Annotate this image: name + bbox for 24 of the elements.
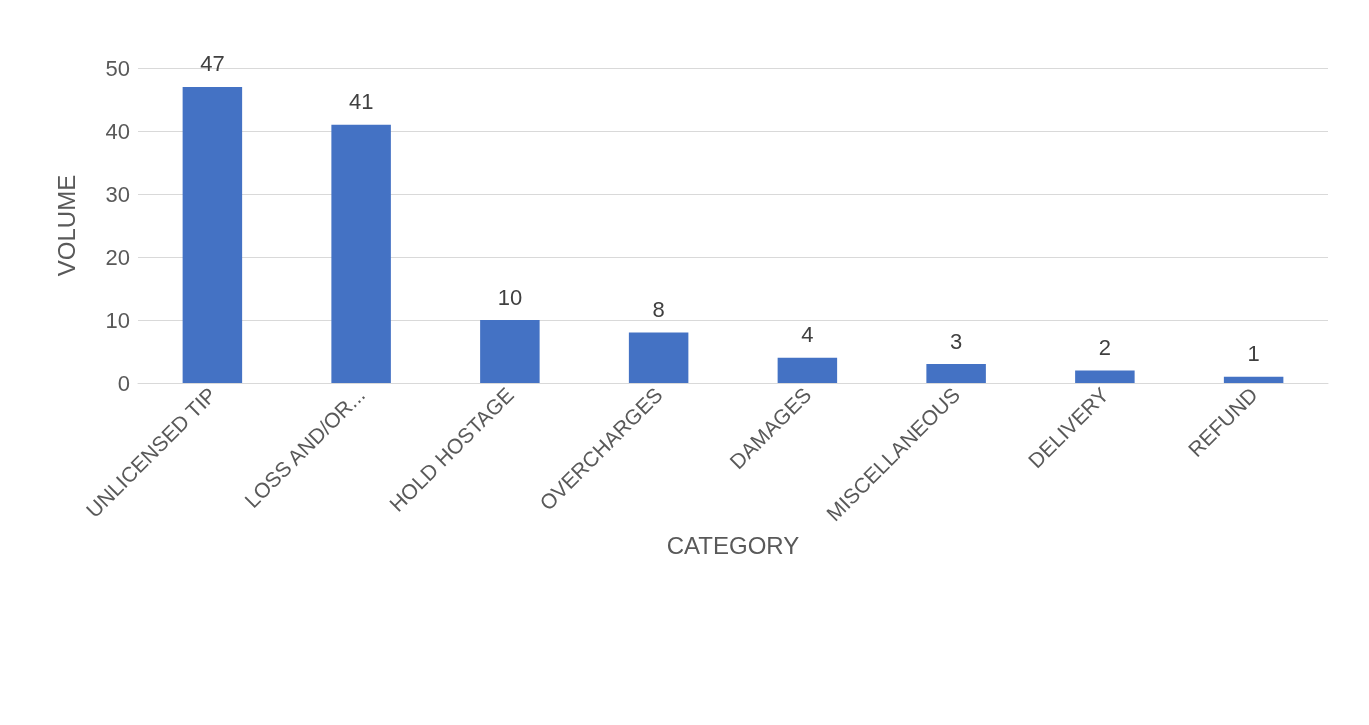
bar bbox=[331, 124, 391, 383]
bar bbox=[926, 364, 986, 383]
data-label: 10 bbox=[497, 284, 523, 310]
data-label: 3 bbox=[950, 328, 963, 354]
bar bbox=[480, 320, 540, 383]
bar bbox=[777, 357, 838, 383]
data-label: 41 bbox=[348, 89, 374, 115]
y-tick-label: 10 bbox=[105, 307, 130, 333]
y-tick-label: 40 bbox=[105, 118, 130, 144]
y-axis-title: VOLUME bbox=[52, 174, 80, 277]
bar bbox=[628, 332, 689, 383]
y-tick-label: 0 bbox=[117, 370, 130, 396]
data-label: 4 bbox=[801, 322, 814, 348]
y-tick-label: 20 bbox=[105, 244, 130, 270]
data-label: 47 bbox=[200, 51, 225, 77]
bar bbox=[1075, 370, 1135, 383]
bar bbox=[182, 86, 243, 383]
y-tick-label: 50 bbox=[105, 55, 130, 81]
data-label: 8 bbox=[652, 297, 665, 323]
data-label: 2 bbox=[1098, 334, 1111, 360]
x-axis-title: CATEGORY bbox=[666, 531, 800, 559]
bar bbox=[1223, 376, 1284, 383]
y-tick-label: 30 bbox=[105, 181, 130, 207]
data-label: 1 bbox=[1247, 341, 1260, 367]
